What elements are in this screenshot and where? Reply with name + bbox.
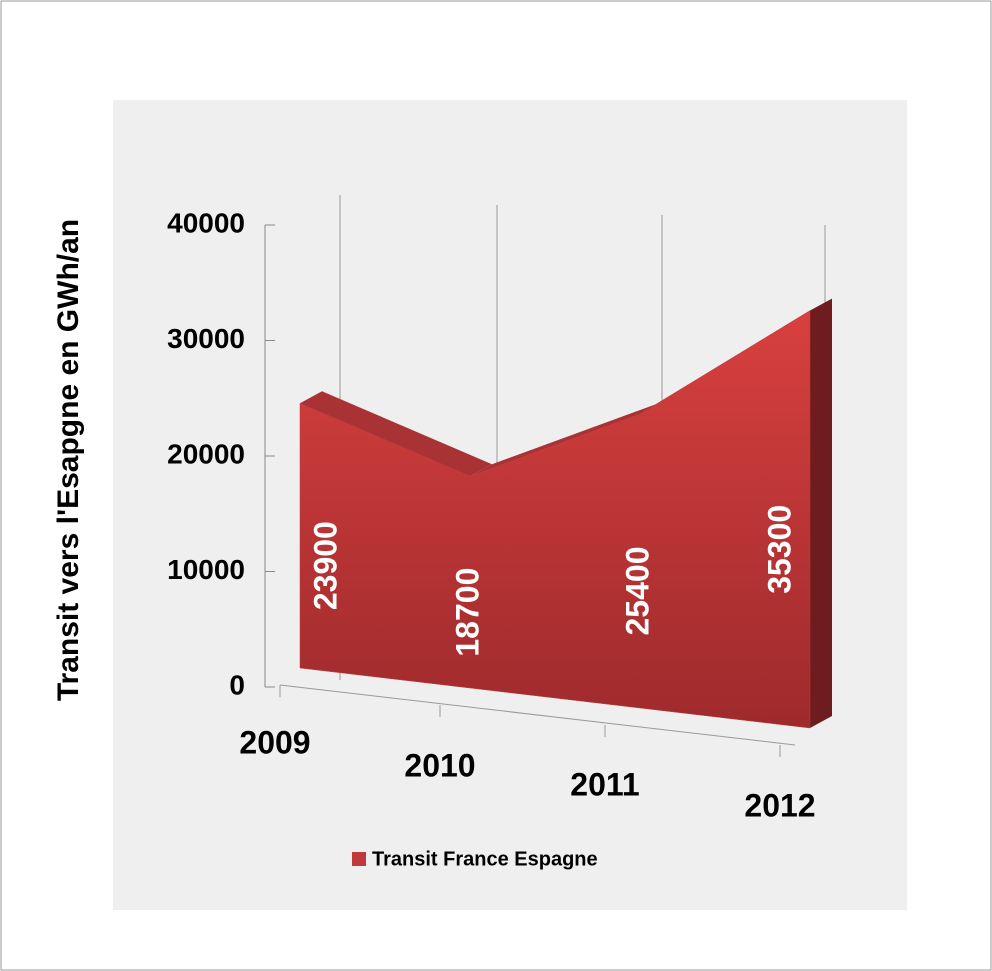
y-tick-label: 20000 (167, 438, 245, 469)
y-tick-label: 0 (229, 669, 245, 700)
legend-label: Transit France Espagne (372, 848, 598, 870)
x-tick-label: 2010 (404, 747, 475, 783)
data-label: 23900 (307, 521, 343, 610)
y-tick-label: 40000 (167, 207, 245, 238)
legend-swatch (352, 852, 366, 866)
area-top (470, 401, 662, 477)
data-label: 25400 (619, 547, 655, 636)
x-tick-label: 2012 (744, 787, 815, 823)
x-tick-label: 2009 (239, 724, 310, 760)
y-tick-label: 10000 (167, 554, 245, 585)
data-label: 35300 (761, 505, 797, 594)
data-label: 18700 (449, 568, 485, 657)
floor-edge (279, 684, 796, 746)
y-tick-label: 30000 (167, 323, 245, 354)
area-top (300, 391, 492, 477)
area-side (810, 298, 832, 728)
x-tick-label: 2011 (570, 766, 639, 802)
y-axis-label: Transit vers l'Esapgne en GWh/an (52, 219, 85, 701)
area (299, 310, 811, 729)
